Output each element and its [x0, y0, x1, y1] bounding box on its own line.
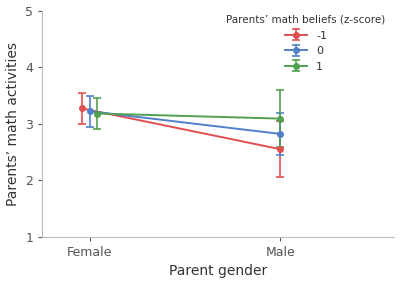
Y-axis label: Parents’ math activities: Parents’ math activities [6, 42, 20, 206]
Legend: -1, 0, 1: -1, 0, 1 [223, 12, 389, 75]
X-axis label: Parent gender: Parent gender [169, 264, 268, 278]
